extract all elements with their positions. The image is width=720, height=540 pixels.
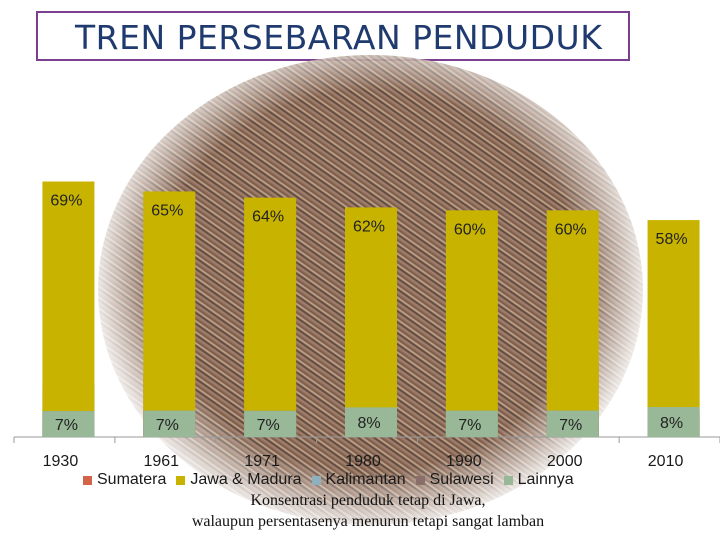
- legend-item: Jawa & Madura: [176, 471, 302, 489]
- data-label: 7%: [55, 417, 78, 434]
- x-tick-label: 1980: [345, 453, 381, 470]
- bar-segment-lainnya-1961: [143, 410, 196, 437]
- legend-label: Jawa & Madura: [190, 471, 302, 488]
- legend-swatch: [176, 475, 186, 485]
- data-label: 58%: [656, 231, 688, 248]
- chart-legend: Sumatera Jawa & Madura Kalimantan Sulawesi L…: [83, 470, 574, 490]
- data-label: 8%: [357, 415, 380, 432]
- legend-swatch: [415, 475, 425, 485]
- bar-segment-jawa-madura-1930: [42, 181, 95, 437]
- bar-segment-lainnya-1930: [42, 411, 95, 437]
- x-tick-label: 1930: [43, 453, 79, 470]
- data-label: 7%: [156, 417, 179, 434]
- data-label: 8%: [660, 415, 683, 432]
- bar-segment-lainnya-1971: [244, 410, 297, 437]
- legend-item: Sumatera: [83, 471, 166, 489]
- legend-item: Sulawesi: [415, 471, 494, 489]
- data-label: 7%: [559, 417, 582, 434]
- legend-label: Kalimantan: [325, 471, 406, 488]
- x-tick-label: 1990: [446, 453, 482, 470]
- data-label: 62%: [353, 218, 385, 235]
- legend-label: Lainnya: [517, 471, 574, 488]
- bar-segment-lainnya-2010: [647, 407, 700, 437]
- bar-segment-lainnya-1990: [445, 410, 498, 437]
- bar-segment-jawa-madura-1971: [244, 197, 297, 437]
- legend-item: Kalimantan: [311, 471, 406, 489]
- legend-swatch: [503, 475, 513, 485]
- legend-item: Lainnya: [503, 471, 574, 489]
- bar-segment-jawa-madura-1990: [445, 210, 498, 437]
- x-tick-label: 2010: [648, 453, 684, 470]
- chart-caption: Konsentrasi penduduk tetap di Jawa, wala…: [0, 490, 720, 532]
- data-label: 64%: [252, 209, 284, 226]
- page-title: TREN PERSEBARAN PENDUDUK: [75, 18, 603, 57]
- x-tick-label: 1971: [244, 453, 280, 470]
- bar-segment-lainnya-2000: [546, 410, 599, 437]
- data-label: 69%: [50, 192, 82, 209]
- bar-segment-lainnya-1980: [345, 407, 397, 437]
- caption-line-2: walaupun persentasenya menurun tetapi sa…: [191, 513, 545, 530]
- caption-line-1: Konsentrasi penduduk tetap di Jawa,: [250, 492, 486, 509]
- data-label: 7%: [257, 417, 280, 434]
- legend-label: Sulawesi: [429, 471, 494, 488]
- x-tick-label: 1961: [143, 453, 179, 470]
- legend-label: Sumatera: [97, 471, 167, 488]
- legend-swatch: [311, 475, 321, 485]
- bar-segment-jawa-madura-2010: [647, 220, 700, 437]
- bar-segment-jawa-madura-1980: [345, 207, 397, 437]
- data-label: 7%: [458, 417, 481, 434]
- bar-segment-jawa-madura-1961: [143, 191, 196, 437]
- data-label: 65%: [151, 202, 183, 219]
- data-label: 60%: [454, 221, 486, 238]
- data-label: 60%: [555, 221, 587, 238]
- bar-segment-jawa-madura-2000: [546, 210, 599, 437]
- x-tick-label: 2000: [547, 453, 583, 470]
- legend-swatch: [83, 475, 92, 485]
